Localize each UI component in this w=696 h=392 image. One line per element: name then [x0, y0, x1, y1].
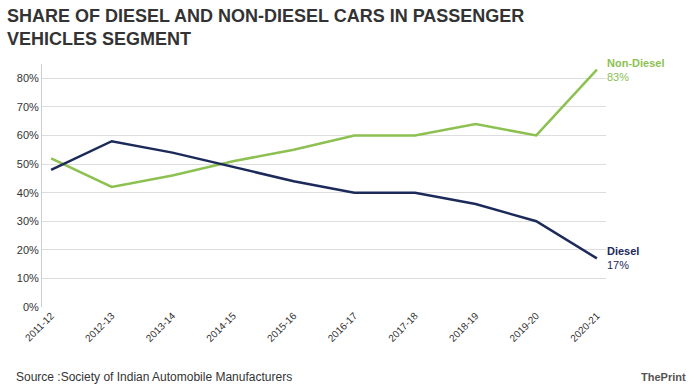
svg-text:ThePrint: ThePrint [641, 371, 686, 383]
svg-text:80%: 80% [17, 72, 39, 84]
svg-text:70%: 70% [17, 101, 39, 113]
svg-text:2017-18: 2017-18 [386, 310, 420, 344]
svg-text:Source :Society of Indian Auto: Source :Society of Indian Automobile Man… [16, 370, 292, 384]
svg-text:2016-17: 2016-17 [326, 310, 360, 344]
svg-text:SHARE OF DIESEL AND NON-DIESEL: SHARE OF DIESEL AND NON-DIESEL CARS IN P… [7, 6, 524, 49]
svg-text:2014-15: 2014-15 [204, 310, 238, 344]
svg-text:2011-12: 2011-12 [23, 310, 57, 344]
svg-text:0%: 0% [23, 301, 39, 313]
svg-text:50%: 50% [17, 158, 39, 170]
svg-text:Diesel17%: Diesel17% [607, 245, 639, 271]
svg-text:2012-13: 2012-13 [83, 310, 117, 344]
svg-text:10%: 10% [17, 272, 39, 284]
svg-text:2019-20: 2019-20 [507, 310, 541, 344]
svg-text:2020-21: 2020-21 [568, 310, 602, 344]
svg-text:30%: 30% [17, 215, 39, 227]
svg-text:Non-Diesel83%: Non-Diesel83% [607, 57, 664, 83]
svg-text:20%: 20% [17, 244, 39, 256]
svg-text:2015-16: 2015-16 [265, 310, 299, 344]
svg-text:2013-14: 2013-14 [144, 310, 178, 344]
svg-text:40%: 40% [17, 187, 39, 199]
svg-text:2018-19: 2018-19 [447, 310, 481, 344]
svg-text:60%: 60% [17, 129, 39, 141]
